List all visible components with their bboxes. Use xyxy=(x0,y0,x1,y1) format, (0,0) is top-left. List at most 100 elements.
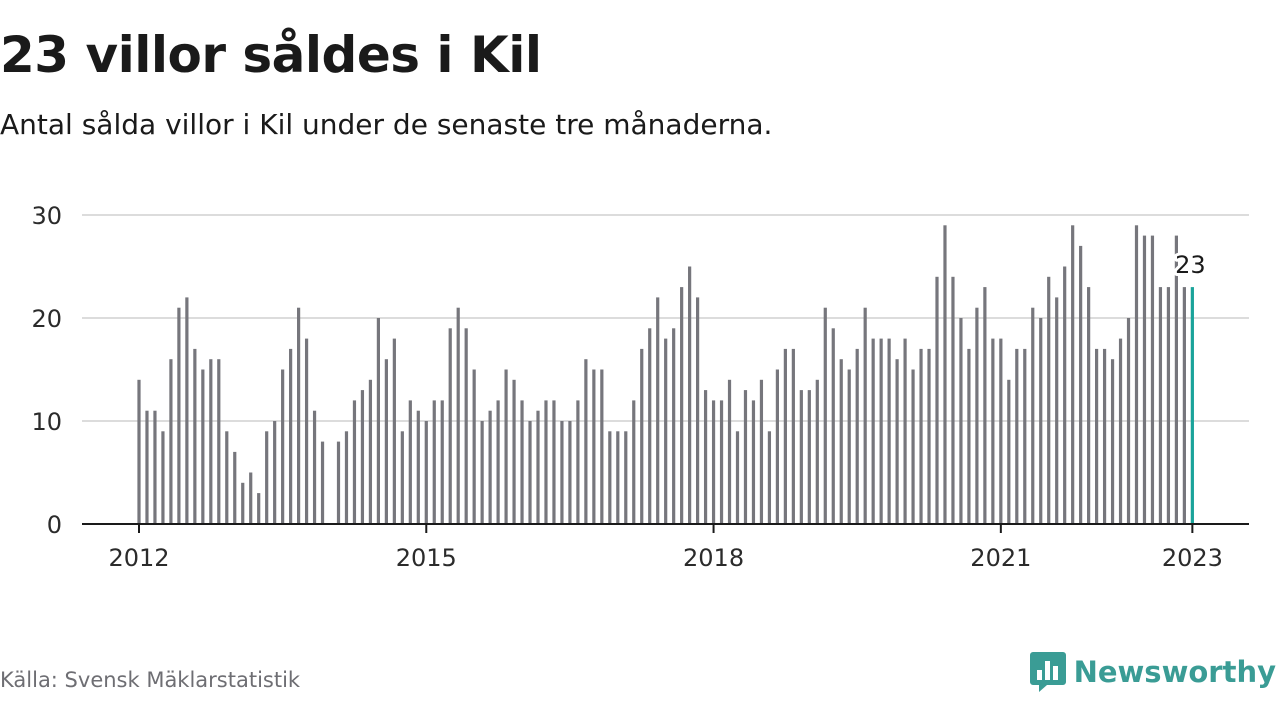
bar xyxy=(297,307,301,524)
bar xyxy=(225,431,229,524)
bar xyxy=(983,287,987,524)
bar xyxy=(935,276,939,524)
bar xyxy=(424,421,428,524)
bar xyxy=(169,359,173,524)
x-tick-label: 2018 xyxy=(683,544,744,572)
bar xyxy=(456,307,460,524)
bar xyxy=(672,328,676,524)
bar xyxy=(1095,348,1099,524)
bar xyxy=(392,338,396,524)
bar xyxy=(903,338,907,524)
bar xyxy=(799,390,803,524)
chart-subtitle: Antal sålda villor i Kil under de senast… xyxy=(0,108,773,141)
bar xyxy=(1182,287,1186,524)
bar xyxy=(1031,307,1035,524)
bar xyxy=(999,338,1003,524)
bar xyxy=(320,441,325,524)
bar xyxy=(544,400,548,524)
bar xyxy=(368,379,373,524)
bar xyxy=(336,441,341,524)
chart-title: 23 villor såldes i Kil xyxy=(0,26,542,84)
bar xyxy=(975,307,979,524)
bar xyxy=(1110,359,1115,524)
bar xyxy=(528,421,532,524)
bar xyxy=(592,369,596,524)
bar xyxy=(304,338,309,524)
bar xyxy=(153,410,157,524)
bar xyxy=(656,297,660,524)
bar xyxy=(919,348,923,524)
bar xyxy=(193,348,197,524)
bar xyxy=(584,359,588,524)
bar xyxy=(855,348,859,524)
bar xyxy=(512,379,516,524)
bar xyxy=(775,369,779,524)
y-tick-label: 10 xyxy=(31,408,62,436)
bar xyxy=(783,348,787,524)
y-tick-label: 0 xyxy=(47,511,62,539)
x-tick-label: 2012 xyxy=(108,544,169,572)
bar xyxy=(185,297,189,524)
bar xyxy=(1158,287,1163,524)
bar xyxy=(951,276,955,524)
bar xyxy=(943,225,947,525)
bar xyxy=(711,400,716,524)
y-tick-label: 20 xyxy=(31,305,62,333)
bar xyxy=(360,390,365,524)
bar xyxy=(895,359,899,524)
bar xyxy=(312,410,317,524)
bar xyxy=(416,410,420,524)
bar xyxy=(488,410,492,524)
bar xyxy=(344,431,349,524)
bar xyxy=(273,421,277,524)
bar xyxy=(759,379,764,524)
bar xyxy=(1039,318,1043,524)
bar xyxy=(1102,348,1107,524)
bar-highlight xyxy=(1190,287,1194,524)
brand-logo[interactable]: Newsworthy xyxy=(1029,652,1276,692)
bar xyxy=(791,348,795,524)
bar xyxy=(839,359,843,524)
bar xyxy=(815,379,819,524)
bar xyxy=(376,318,380,524)
brand-name: Newsworthy xyxy=(1073,655,1276,689)
bar xyxy=(289,348,293,524)
bar xyxy=(568,421,572,524)
bar xyxy=(480,421,484,524)
bar xyxy=(137,379,141,524)
bar xyxy=(352,400,357,524)
bar xyxy=(632,400,636,524)
bar xyxy=(384,359,388,524)
bar xyxy=(743,390,748,524)
bar xyxy=(959,318,963,524)
bar xyxy=(719,400,724,524)
bar xyxy=(727,379,732,524)
bar xyxy=(640,348,644,524)
bar xyxy=(1150,235,1155,524)
data-label-halo: 23 xyxy=(1175,251,1206,279)
bar xyxy=(847,369,851,524)
x-tick-label: 2023 xyxy=(1162,544,1223,572)
bar xyxy=(911,369,915,524)
bar xyxy=(217,359,221,524)
bar xyxy=(201,369,205,524)
bar xyxy=(1134,225,1139,525)
bar xyxy=(1118,338,1123,524)
bar xyxy=(1142,235,1147,524)
bar-chart-speech-bubble-icon xyxy=(1029,652,1066,692)
bar xyxy=(241,482,245,524)
bar xyxy=(664,338,668,524)
bar xyxy=(472,369,476,524)
bar xyxy=(1063,266,1067,524)
bar xyxy=(1071,225,1075,525)
bar xyxy=(440,400,444,524)
bar xyxy=(608,431,612,524)
bar xyxy=(145,410,149,524)
bar xyxy=(464,328,468,524)
bar xyxy=(648,328,652,524)
bar xyxy=(1007,379,1011,524)
bar xyxy=(209,359,213,524)
bar xyxy=(887,338,891,524)
bar xyxy=(177,307,181,524)
